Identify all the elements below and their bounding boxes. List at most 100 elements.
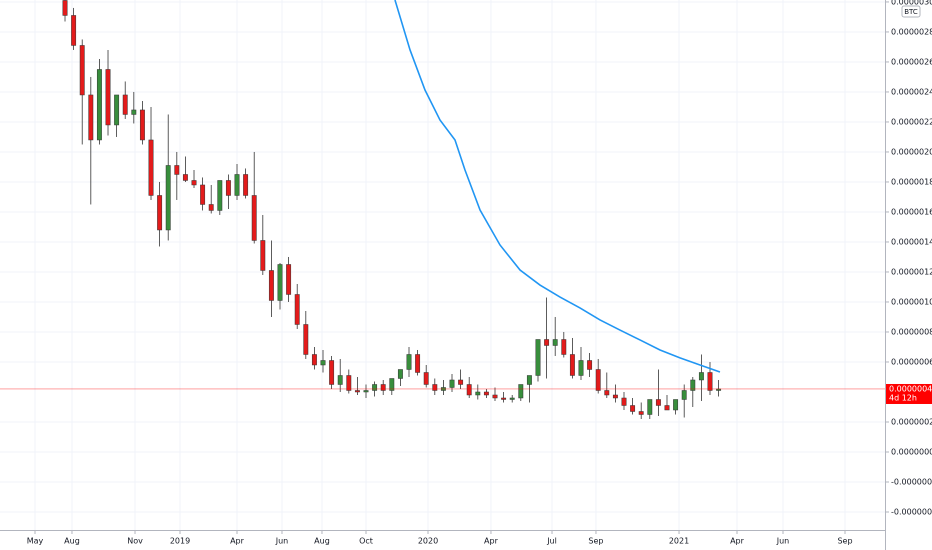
candle-body — [552, 339, 558, 346]
candle-body — [578, 360, 584, 376]
candle-body — [320, 360, 326, 366]
last-price-box — [886, 383, 932, 404]
candle-body — [131, 109, 137, 115]
candle-body — [423, 372, 429, 385]
plot — [0, 0, 885, 419]
candle-body — [277, 264, 283, 301]
x-tick-label: Apr — [730, 537, 745, 546]
candle-body — [380, 384, 386, 391]
candle-body — [681, 390, 687, 400]
candle-body — [526, 375, 532, 385]
candle-body — [406, 354, 412, 370]
candle-body — [587, 360, 593, 370]
x-tick-label: 2020 — [418, 537, 438, 546]
candle-body — [655, 399, 661, 406]
candle-body — [561, 339, 567, 355]
candle-body — [294, 294, 300, 325]
x-tick-label: Jun — [776, 537, 790, 546]
candle-body — [492, 394, 498, 399]
x-tick-label: Sep — [588, 537, 603, 546]
candle-body — [303, 324, 309, 355]
unit-box — [901, 5, 921, 18]
candle-body — [311, 354, 317, 366]
candle-body — [346, 375, 352, 391]
candle-body — [251, 195, 257, 241]
candle-body — [690, 379, 696, 391]
candle-body — [595, 369, 601, 391]
y-tick-label: 0.00000000 — [891, 447, 932, 456]
candle-body — [105, 69, 111, 126]
candle-body — [638, 411, 644, 415]
candle-body — [604, 390, 610, 396]
y-tick-label: -0.00000040 — [891, 507, 932, 516]
candle-body — [630, 405, 636, 412]
candle-body — [483, 391, 489, 396]
candle-body — [372, 384, 378, 391]
candle-body — [449, 379, 455, 388]
candle-body — [234, 174, 240, 196]
candle-body — [698, 372, 704, 381]
candle-body — [182, 174, 188, 181]
candle-body — [354, 390, 360, 393]
candle-body — [122, 94, 128, 115]
candle-body — [544, 339, 550, 346]
x-tick-label: 2021 — [669, 537, 689, 546]
candle-body — [569, 354, 575, 376]
candle-body — [337, 375, 343, 385]
countdown-label: 4d 12h — [889, 393, 917, 402]
x-tick-label: Nov — [127, 537, 143, 546]
candle-body — [501, 397, 507, 400]
x-tick-label: Apr — [230, 537, 245, 546]
candle-body — [88, 94, 94, 141]
candle-body — [71, 15, 77, 46]
candle-body — [217, 180, 223, 211]
candle-body — [165, 165, 171, 231]
x-tick-label: May — [27, 537, 44, 546]
candle-body — [509, 397, 515, 400]
candle-body — [673, 399, 679, 411]
candle-body — [200, 184, 206, 205]
candle-body — [225, 180, 231, 196]
candle-body — [458, 379, 464, 385]
candle-body — [389, 378, 395, 391]
x-tick-label: Apr — [484, 537, 499, 546]
candle-body — [647, 399, 653, 415]
candle-body — [518, 384, 524, 399]
candle-body — [260, 240, 266, 271]
candle-body — [535, 339, 541, 376]
last-price-label: 0.00000042 — [889, 384, 932, 393]
candle-body — [286, 264, 292, 295]
candle-body — [363, 390, 369, 393]
candle-body — [432, 384, 438, 391]
candle-body — [62, 0, 68, 16]
candle-body — [268, 270, 274, 301]
candle-body — [397, 369, 403, 379]
candle-body — [612, 394, 618, 399]
candle-body — [148, 139, 154, 196]
x-tick-label: Aug — [314, 537, 330, 546]
x-tick-label: Jun — [275, 537, 289, 546]
candle-body — [329, 360, 335, 385]
moving-average — [394, 0, 721, 373]
candle-body — [114, 94, 120, 126]
x-tick-label: Oct — [359, 537, 373, 546]
candle-body — [621, 397, 627, 406]
candle-body — [707, 372, 713, 391]
